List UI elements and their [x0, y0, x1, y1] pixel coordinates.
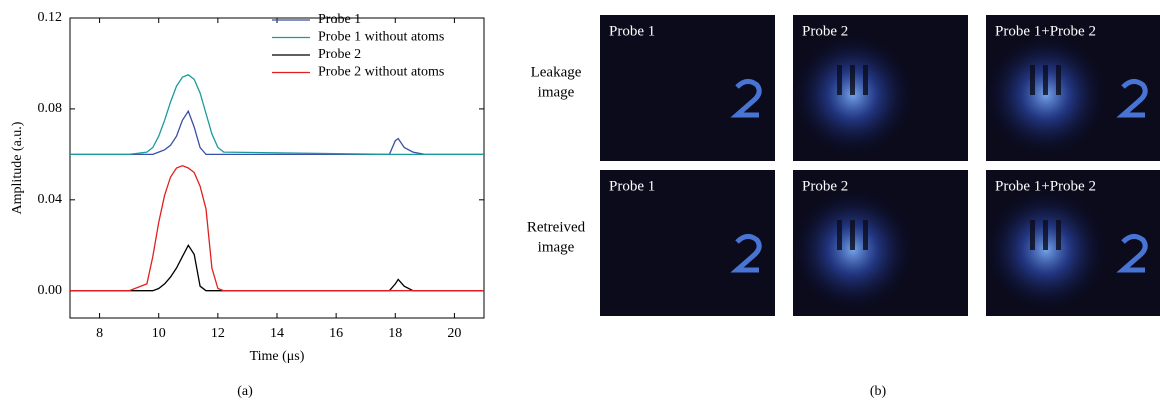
image-bar [1043, 65, 1048, 95]
image-bar [1030, 65, 1035, 95]
image-bar [850, 65, 855, 95]
row-label: Leakage [531, 64, 582, 80]
series-line [70, 109, 484, 156]
x-tick-label: 20 [447, 326, 461, 341]
image-bar [863, 65, 868, 95]
image-digit [730, 234, 762, 273]
image-bar [1030, 220, 1035, 250]
y-tick-label: 0.00 [38, 283, 63, 298]
row-label: image [538, 239, 575, 255]
caption: (b) [870, 384, 887, 399]
x-tick-label: 10 [152, 326, 166, 341]
image-title: Probe 1 [609, 23, 655, 39]
image-title: Probe 1 [609, 178, 655, 194]
x-tick-label: 8 [96, 326, 103, 341]
x-axis-label: Time (μs) [250, 349, 305, 364]
image-bar [1043, 220, 1048, 250]
row-label: image [538, 84, 575, 100]
series-line [70, 244, 484, 292]
image-digit [1116, 79, 1148, 118]
image-bar [850, 220, 855, 250]
image-bar [1056, 65, 1061, 95]
row-label: Retreived [527, 219, 586, 235]
image-panel [600, 15, 775, 161]
plot-frame [69, 17, 485, 319]
image-bar [837, 65, 842, 95]
x-tick-label: 16 [329, 326, 343, 341]
legend-label: Probe 1 [318, 12, 361, 27]
y-tick-label: 0.04 [38, 192, 63, 207]
image-title: Probe 2 [802, 178, 848, 194]
x-tick-label: 18 [388, 326, 402, 341]
y-axis-label: Amplitude (a.u.) [10, 121, 25, 214]
legend-label: Probe 1 without atoms [318, 30, 444, 45]
caption: (a) [237, 384, 253, 399]
y-tick-label: 0.12 [38, 10, 63, 25]
series-line [70, 74, 484, 156]
image-bar [837, 220, 842, 250]
image-title: Probe 1+Probe 2 [995, 23, 1096, 39]
x-tick-label: 14 [270, 326, 284, 341]
y-tick-label: 0.08 [38, 101, 63, 116]
image-panel [600, 170, 775, 316]
image-bar [863, 220, 868, 250]
legend-label: Probe 2 without atoms [318, 65, 444, 80]
image-title: Probe 1+Probe 2 [995, 178, 1096, 194]
image-bar [1056, 220, 1061, 250]
x-tick-label: 12 [211, 326, 225, 341]
legend-label: Probe 2 [318, 47, 361, 62]
image-digit [1116, 234, 1148, 273]
series-line [70, 165, 484, 292]
image-digit [730, 79, 762, 118]
image-title: Probe 2 [802, 23, 848, 39]
